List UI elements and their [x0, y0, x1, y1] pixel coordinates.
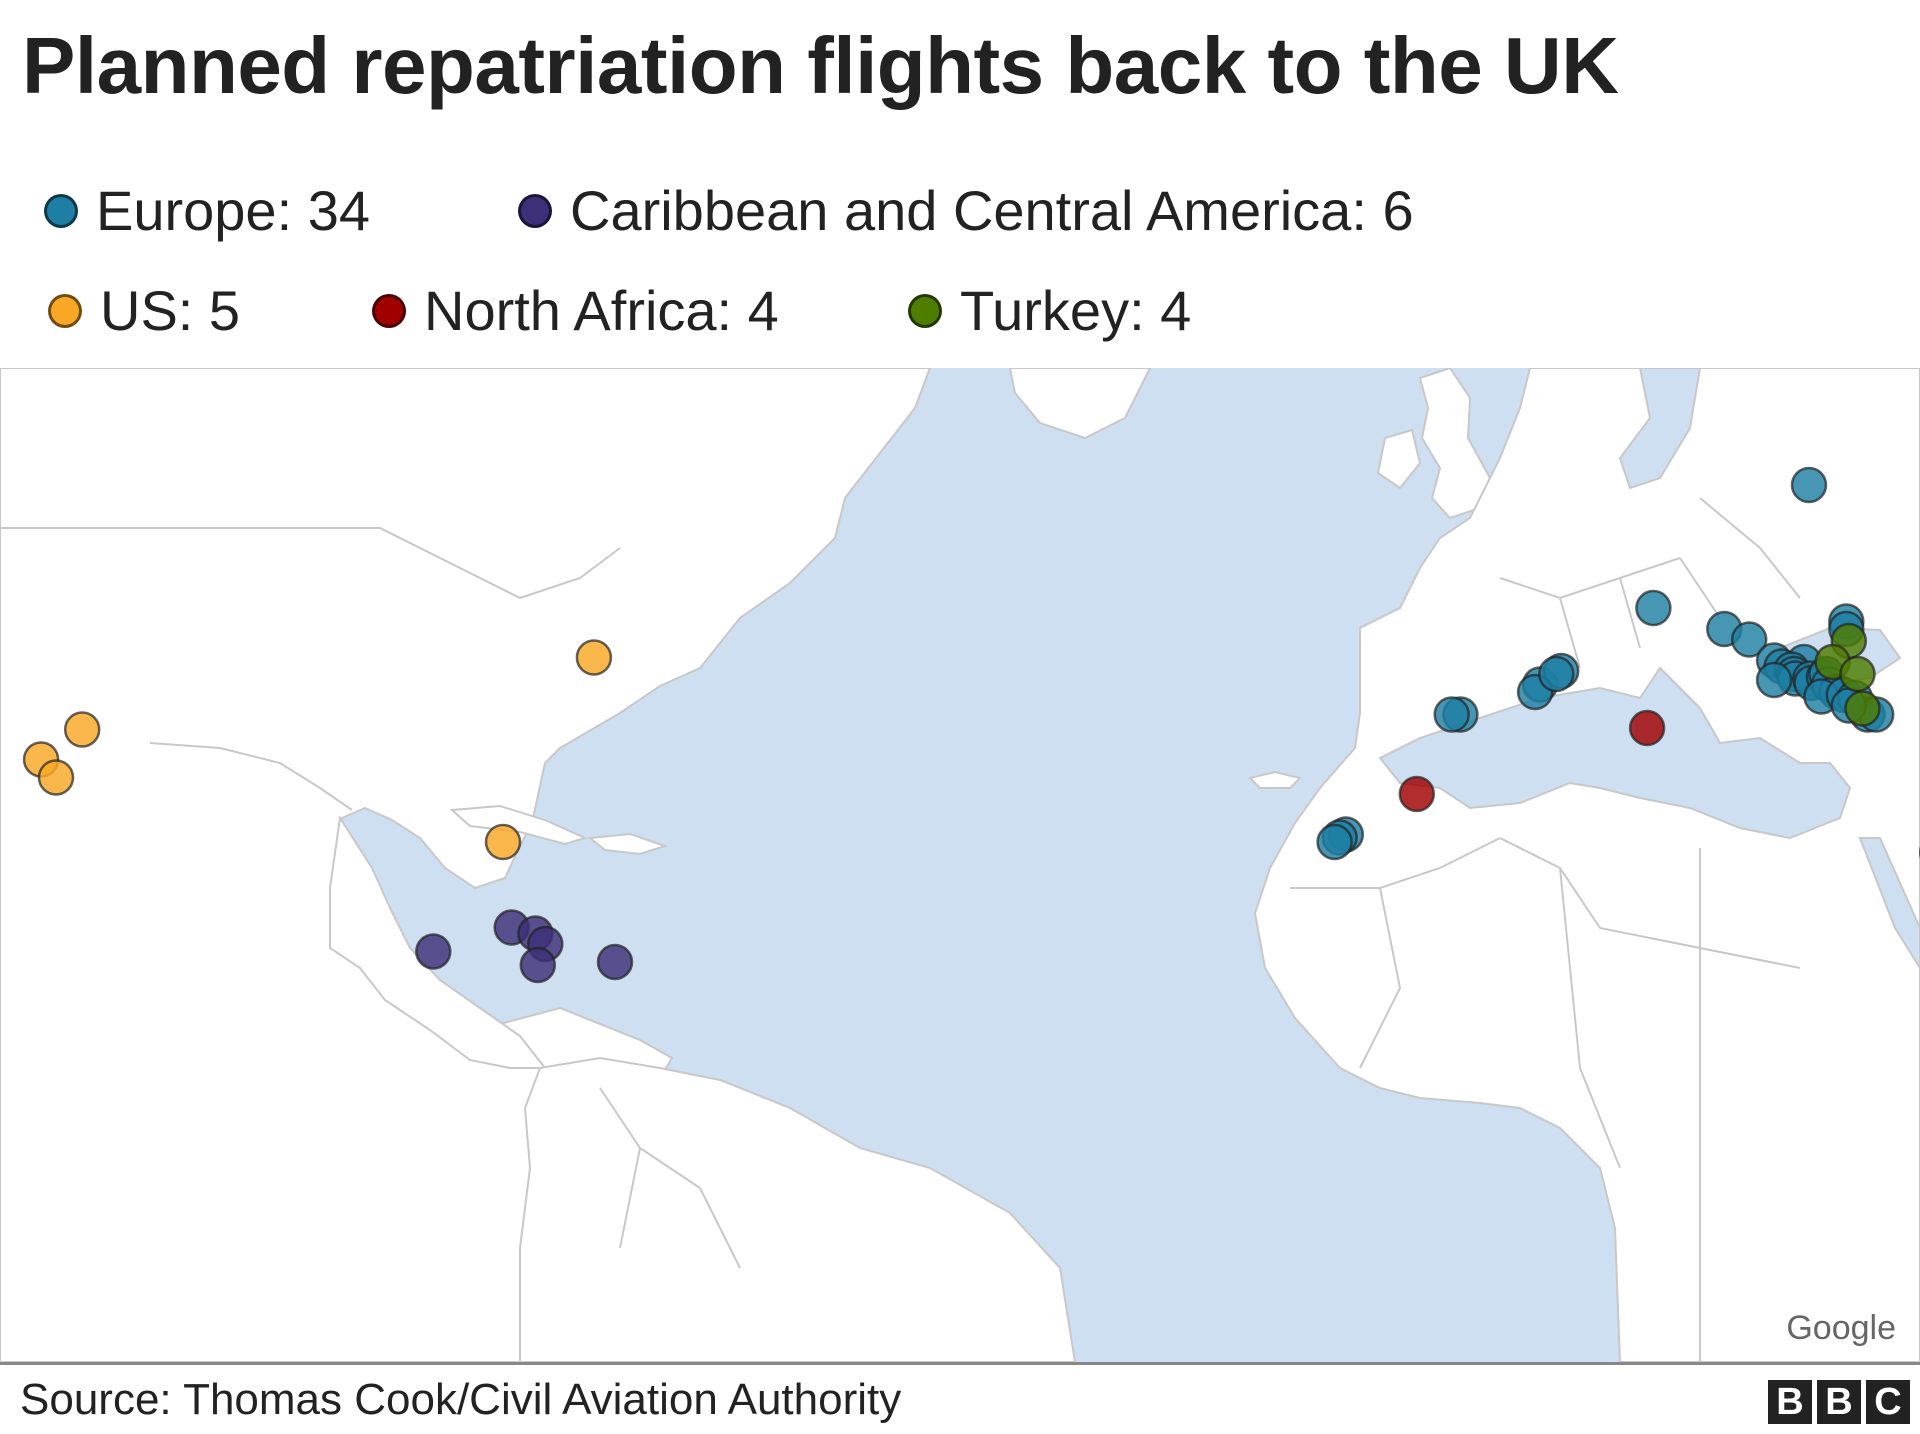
legend-dot-turkey	[908, 293, 942, 328]
legend-dot-caribbean	[518, 193, 552, 228]
legend-label-north-africa: North Africa: 4	[424, 279, 779, 342]
legend-item-north-africa: North Africa: 4	[372, 278, 779, 343]
chart-title: Planned repatriation flights back to the…	[22, 21, 1619, 110]
red-sea	[1858, 837, 1920, 970]
country-borders	[0, 497, 1801, 1362]
central-america-land	[329, 815, 548, 1069]
legend-item-turkey: Turkey: 4	[908, 278, 1191, 343]
legend-dot-us	[48, 293, 82, 328]
flight-marker-caribbean[interactable]	[519, 946, 557, 984]
legend: Europe: 34 Caribbean and Central America…	[0, 130, 1920, 370]
south-america-borders	[599, 1087, 741, 1269]
legend-dot-europe	[44, 193, 78, 228]
landmasses	[0, 368, 1920, 1362]
legend-item-us: US: 5	[48, 278, 240, 343]
flight-markers	[22, 466, 1920, 984]
map-credit: Google	[1786, 1309, 1896, 1347]
flight-marker-caribbean[interactable]	[415, 933, 452, 970]
legend-label-turkey: Turkey: 4	[960, 279, 1192, 342]
flight-marker-europe[interactable]	[1755, 661, 1793, 699]
eurasia-africa-land	[1253, 368, 1920, 1362]
legend-label-europe: Europe: 34	[96, 179, 370, 242]
flight-marker-europe[interactable]	[1316, 823, 1353, 861]
south-america-land	[519, 1056, 1077, 1362]
hispaniola	[587, 832, 669, 856]
flight-marker-turkey[interactable]	[1844, 690, 1881, 727]
flight-marker-north-africa[interactable]	[1628, 709, 1666, 747]
africa-borders	[1290, 837, 1801, 1362]
cuba	[449, 804, 588, 846]
flight-marker-europe[interactable]	[1538, 655, 1575, 693]
us-canada-border	[0, 527, 621, 600]
europe-borders	[1499, 497, 1801, 669]
greenland	[1008, 368, 1152, 440]
flight-marker-turkey[interactable]	[1839, 655, 1876, 693]
flight-marker-caribbean[interactable]	[596, 943, 634, 981]
legend-label-us: US: 5	[100, 279, 241, 342]
legend-item-europe: Europe: 34	[44, 178, 370, 243]
map[interactable]: Google	[0, 368, 1920, 1362]
bbc-logo-b2: B	[1817, 1380, 1861, 1424]
source-note: Source: Thomas Cook/Civil Aviation Autho…	[20, 1375, 902, 1424]
ireland	[1376, 428, 1422, 490]
canary-islands	[1248, 770, 1302, 789]
legend-label-caribbean: Caribbean and Central America: 6	[570, 179, 1414, 242]
flight-marker-europe[interactable]	[1730, 621, 1768, 658]
legend-item-caribbean: Caribbean and Central America: 6	[518, 178, 1414, 243]
flight-marker-europe[interactable]	[1790, 466, 1828, 504]
mediterranean-sea	[1378, 666, 1852, 840]
baltic-sea	[1618, 368, 1702, 490]
flight-marker-us[interactable]	[63, 711, 101, 748]
map-canvas[interactable]	[0, 368, 1920, 1362]
flight-marker-us[interactable]	[575, 639, 613, 676]
bbc-logo-c: C	[1866, 1380, 1910, 1424]
bbc-logo: B B C	[1763, 1380, 1910, 1424]
flight-marker-us[interactable]	[37, 759, 75, 796]
footer-rule	[0, 1362, 1920, 1365]
flight-marker-us[interactable]	[484, 823, 522, 861]
flight-marker-europe[interactable]	[1433, 696, 1470, 733]
legend-dot-north-africa	[372, 293, 406, 328]
flight-marker-europe[interactable]	[1635, 589, 1672, 627]
bbc-logo-b1: B	[1768, 1380, 1812, 1424]
us-mexico-border	[149, 742, 353, 811]
flight-marker-north-africa[interactable]	[1398, 775, 1436, 813]
great-britain	[1418, 368, 1492, 520]
